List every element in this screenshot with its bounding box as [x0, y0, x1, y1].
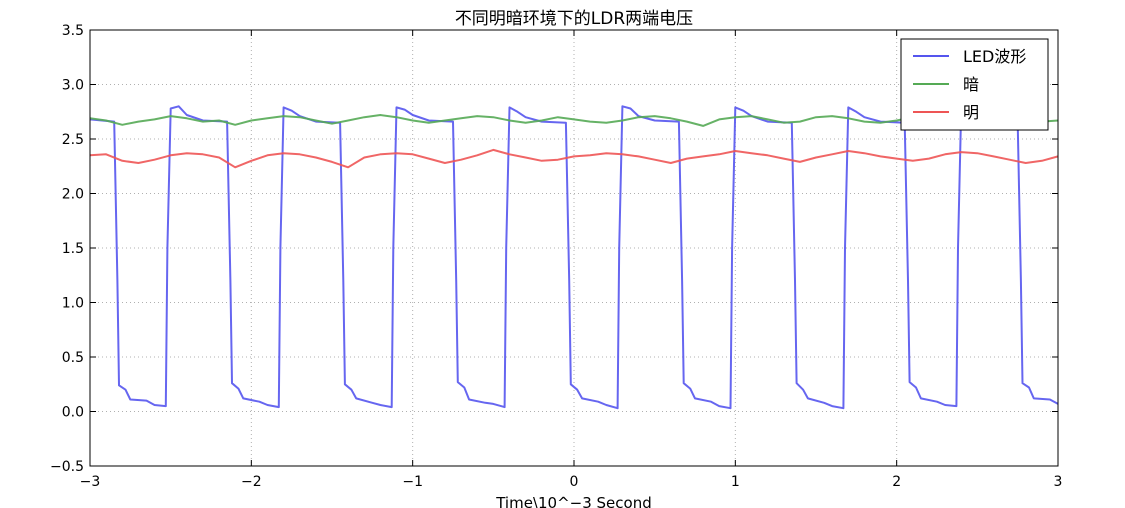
x-tick-label: −2	[241, 474, 262, 490]
x-tick-label: 1	[731, 474, 740, 490]
y-tick-label: 2.0	[62, 187, 84, 203]
legend-label: LED波形	[963, 47, 1026, 66]
legend-label: 明	[963, 103, 979, 122]
y-tick-label: 2.5	[62, 132, 84, 148]
series-line-2	[89, 148, 1059, 169]
series-line-1	[89, 114, 1059, 127]
x-axis-label: Time\10^−3 Second	[495, 494, 652, 508]
legend-label: 暗	[963, 75, 979, 94]
x-tick-label: −3	[80, 474, 101, 490]
plot-lines	[89, 105, 1059, 410]
x-tick-label: 2	[892, 474, 901, 490]
y-tick-label: 3.5	[62, 23, 84, 39]
chart-title: 不同明暗环境下的LDR两端电压	[455, 9, 693, 29]
x-tick-label: 0	[570, 474, 579, 490]
x-tick-label: −1	[402, 474, 423, 490]
y-tick-label: 1.5	[62, 241, 84, 257]
y-tick-label: −0.5	[50, 459, 84, 475]
x-tick-label: 3	[1054, 474, 1063, 490]
y-tick-label: 0.5	[62, 350, 84, 366]
y-tick-label: 1.0	[62, 296, 84, 312]
y-axis: −0.5 0.0 0.5 1.0 1.5 2.0 2.5 3.0 3.5	[50, 23, 1058, 475]
series-line-0	[89, 105, 1059, 410]
y-tick-label: 3.0	[62, 78, 84, 94]
x-axis: −3 −2 −1 0 1 2 3	[80, 30, 1063, 490]
y-tick-label: 0.0	[62, 405, 84, 421]
